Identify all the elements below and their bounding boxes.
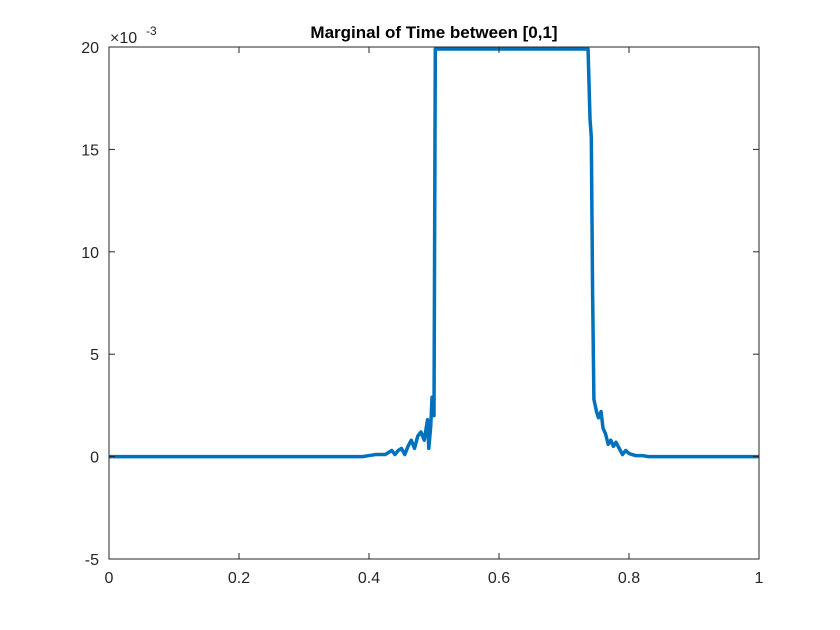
series-line-0 bbox=[109, 47, 759, 459]
x-tick-label: 0.2 bbox=[228, 570, 250, 587]
series-group bbox=[109, 47, 759, 459]
axes-box bbox=[108, 46, 760, 560]
y-tick-label: 20 bbox=[81, 40, 99, 57]
y-exponent-power: -3 bbox=[146, 24, 157, 38]
y-tick-label: 0 bbox=[90, 450, 99, 467]
y-tick-label: -5 bbox=[85, 552, 99, 569]
x-tick-label: 0.4 bbox=[358, 570, 380, 587]
y-exponent-base: ×10 bbox=[110, 30, 137, 47]
y-tick-label: 10 bbox=[81, 245, 99, 262]
x-tick-label: 0 bbox=[105, 570, 114, 587]
y-tick-label: 15 bbox=[81, 142, 99, 159]
x-tick-label: 1 bbox=[755, 570, 764, 587]
y-exponent-label: ×10 -3 bbox=[110, 24, 157, 47]
y-axis-ticks: -5 0 5 10 15 20 bbox=[81, 40, 759, 569]
x-axis-ticks: 0 0.2 0.4 0.6 0.8 1 bbox=[105, 47, 764, 587]
x-tick-label: 0.6 bbox=[488, 570, 510, 587]
y-tick-label: 5 bbox=[90, 347, 99, 364]
x-tick-label: 0.8 bbox=[618, 570, 640, 587]
chart-title: Marginal of Time between [0,1] bbox=[310, 23, 557, 42]
